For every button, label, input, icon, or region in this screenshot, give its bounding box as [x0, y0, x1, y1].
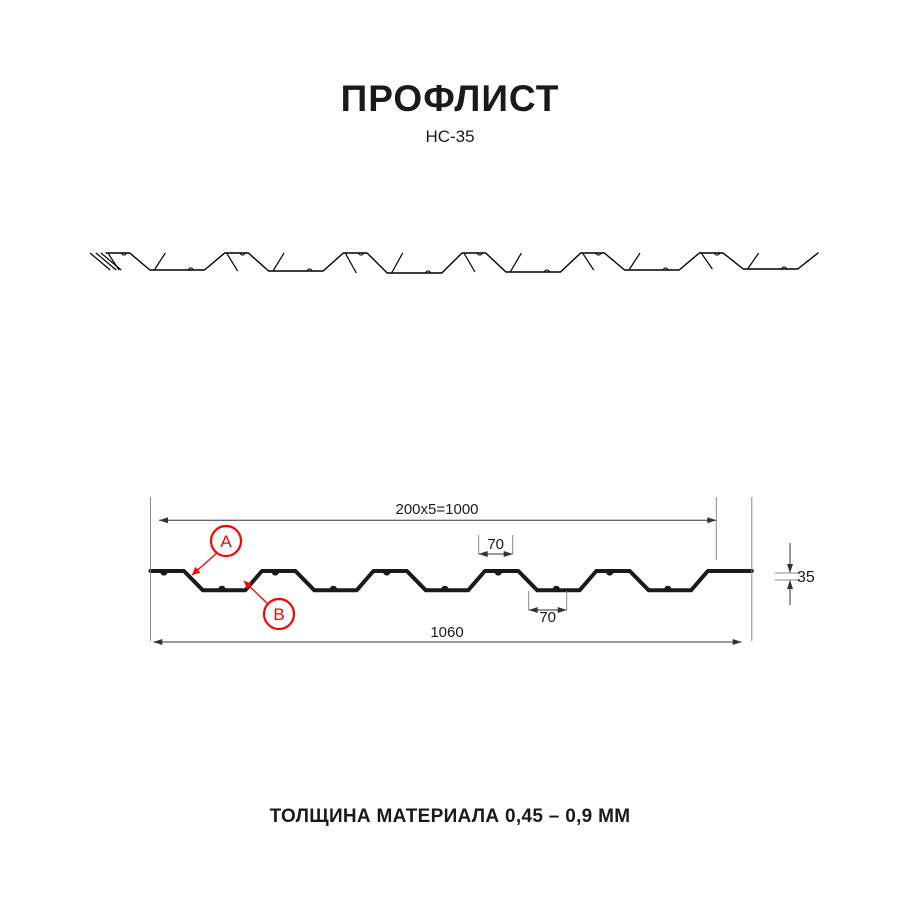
- svg-text:B: B: [273, 605, 284, 624]
- svg-text:A: A: [220, 532, 232, 551]
- svg-text:200x5=1000: 200x5=1000: [396, 501, 479, 518]
- svg-text:70: 70: [487, 536, 504, 553]
- svg-text:1060: 1060: [430, 624, 463, 641]
- svg-text:35: 35: [797, 569, 815, 586]
- svg-text:70: 70: [539, 609, 556, 626]
